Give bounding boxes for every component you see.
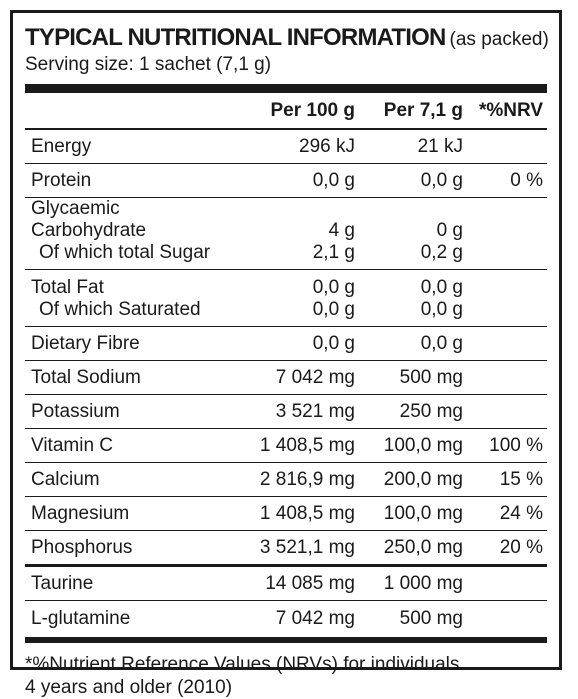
row-perserving: 500 mg (399, 366, 463, 388)
row-per100: 2,1 g (312, 242, 355, 263)
nutrition-panel: TYPICAL NUTRITIONAL INFORMATION (as packe… (10, 10, 562, 698)
table-row-sugar: Of which total Sugar 2,1 g 0,2 g (25, 242, 547, 270)
row-perserving: 0,2 g (420, 242, 463, 263)
row-name: Total Fat (31, 277, 104, 298)
row-nrv: 20 % (499, 536, 543, 558)
title-sub: (as packed) (449, 29, 549, 50)
table-row-carbohydrate: Glycaemic Carbohydrate 4 g 0 g (25, 198, 547, 243)
row-perserving: 0,0 g (420, 299, 463, 320)
row-nrv: 15 % (499, 468, 543, 490)
row-name: Of which Saturated (39, 299, 201, 320)
row-per100: 1 408,5 mg (259, 434, 355, 456)
row-name: Calcium (31, 468, 100, 490)
row-name: Protein (31, 169, 92, 191)
row-per100: 0,0 g (312, 299, 355, 320)
footnote-line-2: 4 years and older (2010) (25, 677, 233, 698)
row-nrv (471, 242, 547, 270)
row-name: Glycaemic Carbohydrate (31, 198, 147, 241)
table-row-fibre: Dietary Fibre 0,0 g 0,0 g (25, 327, 547, 361)
row-name: Taurine (31, 572, 94, 594)
row-name: Vitamin C (31, 434, 114, 456)
col-header-nrv: *%NRV (478, 99, 543, 121)
row-perserving: 0,0 g (420, 332, 463, 354)
row-nrv: 24 % (499, 502, 543, 524)
table-row-calcium: Calcium 2 816,9 mg 200,0 mg 15 % (25, 463, 547, 497)
row-per100: 7 042 mg (275, 366, 355, 388)
row-perserving: 0,0 g (420, 169, 463, 191)
row-perserving: 100,0 mg (383, 502, 463, 524)
row-name: Dietary Fibre (31, 332, 140, 354)
footnote-line-1: *%Nutrient Reference Values (NRVs) for i… (25, 654, 460, 675)
row-name: Magnesium (31, 502, 130, 524)
row-perserving: 500 mg (399, 608, 463, 629)
table-row-magnesium: Magnesium 1 408,5 mg 100,0 mg 24 % (25, 497, 547, 531)
thick-rule (25, 84, 547, 93)
row-nrv (471, 129, 547, 164)
row-nrv (471, 198, 547, 243)
panel-title: TYPICAL NUTRITIONAL INFORMATION (as packe… (25, 23, 549, 56)
row-perserving: 0,0 g (420, 277, 463, 298)
row-per100: 0,0 g (312, 332, 355, 354)
row-name: Of which total Sugar (39, 242, 211, 263)
row-perserving: 0 g (436, 220, 463, 241)
row-name: Potassium (31, 400, 120, 422)
row-nrv (471, 566, 547, 601)
row-per100: 0,0 g (312, 277, 355, 298)
table-row-glutamine: L-glutamine 7 042 mg 500 mg (25, 601, 547, 641)
row-perserving: 1 000 mg (383, 572, 463, 594)
serving-size: Serving size: 1 sachet (7,1 g) (25, 54, 272, 75)
table-header: Per 100 g Per 7,1 g *%NRV (25, 93, 547, 129)
row-perserving: 100,0 mg (383, 434, 463, 456)
row-name: L-glutamine (31, 608, 131, 629)
row-name: Total Sodium (31, 366, 141, 388)
footnote: *%Nutrient Reference Values (NRVs) for i… (25, 653, 547, 699)
row-nrv (471, 299, 547, 327)
row-nrv (471, 361, 547, 395)
row-perserving: 250,0 mg (383, 536, 463, 558)
row-name: Phosphorus (31, 536, 133, 558)
table-row-protein: Protein 0,0 g 0,0 g 0 % (25, 164, 547, 198)
table-row-potassium: Potassium 3 521 mg 250 mg (25, 395, 547, 429)
table-row-saturated: Of which Saturated 0,0 g 0,0 g (25, 299, 547, 327)
row-nrv (471, 327, 547, 361)
row-per100: 14 085 mg (265, 572, 355, 594)
table-row-taurine: Taurine 14 085 mg 1 000 mg (25, 566, 547, 601)
title-main: TYPICAL NUTRITIONAL INFORMATION (25, 24, 446, 51)
row-per100: 4 g (328, 220, 355, 241)
row-name: Energy (31, 135, 92, 157)
table-row-vitamin-c: Vitamin C 1 408,5 mg 100,0 mg 100 % (25, 429, 547, 463)
row-nrv (471, 395, 547, 429)
row-per100: 7 042 mg (275, 608, 355, 629)
row-per100: 3 521 mg (275, 400, 355, 422)
row-nrv: 0 % (510, 169, 543, 191)
row-perserving: 200,0 mg (383, 468, 463, 490)
table-row-sodium: Total Sodium 7 042 mg 500 mg (25, 361, 547, 395)
row-nrv: 100 % (489, 434, 543, 456)
row-per100: 296 kJ (299, 135, 355, 157)
row-perserving: 250 mg (399, 400, 463, 422)
row-per100: 3 521,1 mg (259, 536, 355, 558)
table-row-fat: Total Fat 0,0 g 0,0 g (25, 270, 547, 300)
row-nrv (471, 270, 547, 300)
col-header-perserving: Per 7,1 g (383, 99, 463, 121)
table-row-energy: Energy 296 kJ 21 kJ (25, 129, 547, 164)
row-per100: 0,0 g (312, 169, 355, 191)
row-nrv (471, 601, 547, 641)
nutrition-table: Per 100 g Per 7,1 g *%NRV Energy 296 kJ … (25, 93, 547, 643)
col-header-per100: Per 100 g (270, 99, 356, 121)
row-perserving: 21 kJ (417, 135, 463, 157)
col-header-name (25, 93, 235, 129)
row-per100: 2 816,9 mg (259, 468, 355, 490)
row-per100: 1 408,5 mg (259, 502, 355, 524)
table-row-phosphorus: Phosphorus 3 521,1 mg 250,0 mg 20 % (25, 531, 547, 566)
